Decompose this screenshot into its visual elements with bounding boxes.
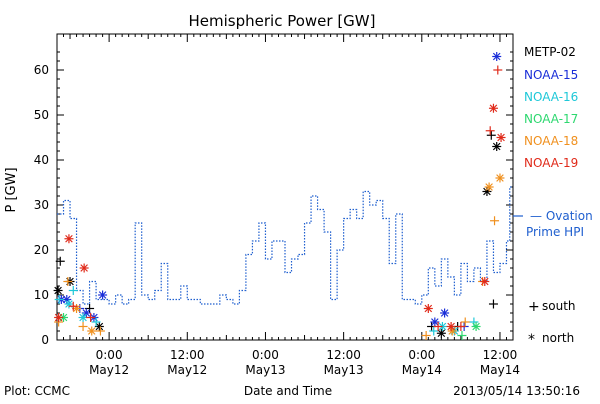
x-tick-label-time: 12:00 <box>170 348 205 362</box>
marker-noaa-19-south <box>68 301 78 311</box>
marker-noaa-15-north <box>81 308 91 318</box>
legend-item-noaa-17: NOAA-17 <box>524 112 578 126</box>
marker-noaa-15-north <box>98 290 108 300</box>
y-tick-label: 60 <box>34 63 49 77</box>
y-axis-label: P [GW] <box>4 167 19 212</box>
legend-ovation-line2: Prime HPI <box>526 225 584 239</box>
marker-metp-02-north <box>53 286 63 295</box>
legend-item-noaa-19: NOAA-19 <box>524 156 578 170</box>
x-tick-label-date: May12 <box>167 363 207 377</box>
marker-noaa-19-south <box>456 322 466 331</box>
marker-noaa-18-south <box>490 216 500 226</box>
y-tick-label: 10 <box>34 288 49 302</box>
y-tick-label: 30 <box>34 198 49 212</box>
ovation-prime-line <box>57 186 513 305</box>
legend-item-noaa-16: NOAA-16 <box>524 90 578 104</box>
plot-area: 01020304050600:00May1212:00May120:00May1… <box>34 33 523 377</box>
footer-plot-credit: Plot: CCMC <box>4 384 70 398</box>
x-tick-label-time: 0:00 <box>252 348 279 362</box>
legend-north-label: north <box>542 331 574 345</box>
marker-noaa-19-north <box>64 234 74 244</box>
marker-noaa-19-north <box>54 313 64 322</box>
marker-noaa-17-north <box>471 322 481 331</box>
marker-noaa-18-north <box>484 182 494 192</box>
marker-noaa-18-south <box>95 326 105 336</box>
legend-north-symbol: * <box>528 332 535 348</box>
marker-metp-02-south <box>55 256 65 266</box>
marker-noaa-19-south <box>86 313 96 322</box>
marker-noaa-19-north <box>79 263 89 273</box>
marker-noaa-19-south <box>433 322 443 331</box>
x-tick-label-date: May14 <box>480 363 520 377</box>
marker-metp-02-north <box>436 328 446 338</box>
marker-noaa-16-south <box>54 295 64 304</box>
legend-south-symbol: + <box>528 299 540 315</box>
x-tick-label-date: May12 <box>89 363 129 377</box>
marker-noaa-18-north <box>87 326 97 336</box>
x-tick-label-date: May13 <box>324 363 364 377</box>
marker-noaa-16-north <box>64 299 74 309</box>
marker-noaa-19-north <box>480 277 490 286</box>
legend-item-noaa-18: NOAA-18 <box>524 134 578 148</box>
x-tick-label-time: 0:00 <box>408 348 435 362</box>
marker-noaa-15-north <box>430 317 440 327</box>
marker-noaa-16-south <box>429 326 439 336</box>
legend-ovation-line1: — Ovation <box>530 209 593 223</box>
marker-noaa-19-north <box>446 322 456 331</box>
marker-noaa-18-north <box>495 173 505 183</box>
marker-noaa-16-north <box>78 313 88 322</box>
marker-noaa-19-north <box>423 304 433 313</box>
marker-metp-02-south <box>488 299 498 309</box>
legend-item-metp-02: METP-02 <box>524 45 576 59</box>
x-tick-label-time: 12:00 <box>483 348 518 362</box>
x-tick-label-date: May13 <box>245 363 285 377</box>
legend-south-label: south <box>542 299 576 313</box>
marker-noaa-19-north <box>488 103 498 113</box>
marker-metp-02-north <box>94 322 104 331</box>
y-tick-label: 20 <box>34 243 49 257</box>
marker-metp-02-north <box>492 142 502 151</box>
marker-noaa-16-south <box>68 286 78 295</box>
x-tick-label-time: 0:00 <box>96 348 123 362</box>
y-tick-label: 40 <box>34 153 49 167</box>
marker-noaa-18-south <box>421 331 431 340</box>
plot-frame <box>56 33 514 341</box>
x-axis-label: Date and Time <box>244 384 332 398</box>
legend-item-noaa-15: NOAA-15 <box>524 68 578 82</box>
marker-metp-02-south <box>486 130 496 140</box>
x-tick-label-date: May14 <box>402 363 442 377</box>
y-tick-label: 0 <box>41 333 49 347</box>
marker-noaa-18-south <box>63 277 73 286</box>
marker-noaa-19-south <box>485 126 495 136</box>
marker-noaa-17-south <box>457 331 467 340</box>
marker-noaa-15-north <box>440 308 450 318</box>
x-tick-label-time: 12:00 <box>326 348 361 362</box>
footer-timestamp: 2013/05/14 13:50:16 <box>453 384 580 398</box>
chart-title: Hemispheric Power [GW] <box>189 12 376 30</box>
y-tick-label: 50 <box>34 108 49 122</box>
marker-noaa-15-north <box>492 52 502 61</box>
marker-noaa-19-south <box>493 65 503 75</box>
marker-noaa-18-south <box>78 322 88 331</box>
marker-noaa-16-south <box>91 317 101 327</box>
marker-noaa-18-south <box>460 317 470 327</box>
marker-noaa-19-north <box>496 133 506 142</box>
